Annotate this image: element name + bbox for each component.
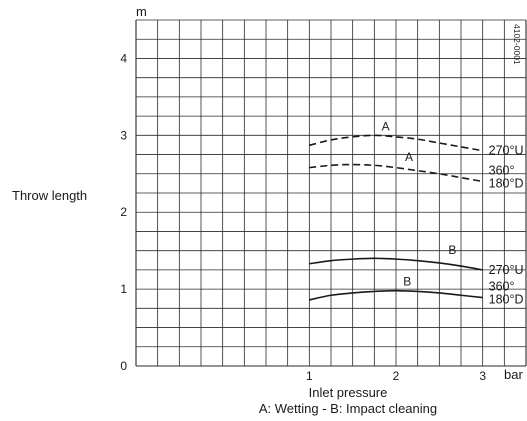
series-letter: B [448, 243, 456, 257]
y-tick-label: 3 [120, 128, 127, 142]
x-tick-label: 2 [393, 369, 400, 383]
series-end-label: 360° [489, 280, 515, 294]
series-end-label: 180°D [489, 293, 524, 307]
y-axis-title: Throw length [12, 188, 87, 203]
series-letter: A [405, 150, 413, 164]
y-tick-label: 1 [120, 282, 127, 296]
y-tick-label: 0 [120, 359, 127, 373]
series-end-label: 270°U [489, 263, 524, 277]
y-unit-label: m [136, 4, 147, 19]
figure-code: 4102-0001 [512, 24, 522, 65]
series-curve-b-4 [309, 289, 483, 301]
series-letter: A [382, 119, 390, 133]
grid [135, 19, 527, 367]
series-curve-b-3 [309, 257, 483, 271]
series-curve-a-1 [309, 134, 483, 152]
x-tick-label: 3 [479, 369, 486, 383]
x-tick-label: 1 [306, 369, 313, 383]
series-end-label: 180°D [489, 176, 524, 190]
y-tick-label: 2 [120, 205, 127, 219]
y-tick-label: 4 [120, 51, 127, 65]
chart-caption: A: Wetting - B: Impact cleaning [259, 401, 437, 416]
series-end-label: 270°U [489, 144, 524, 158]
series-end-label: 360° [489, 163, 515, 177]
labels: m Throw length bar Inlet pressure A: Wet… [12, 4, 524, 416]
x-unit-label: bar [504, 367, 523, 382]
curves [309, 134, 483, 301]
series-curve-a-2 [309, 163, 483, 183]
x-axis-title: Inlet pressure [309, 385, 388, 400]
series-letter: B [403, 275, 411, 289]
